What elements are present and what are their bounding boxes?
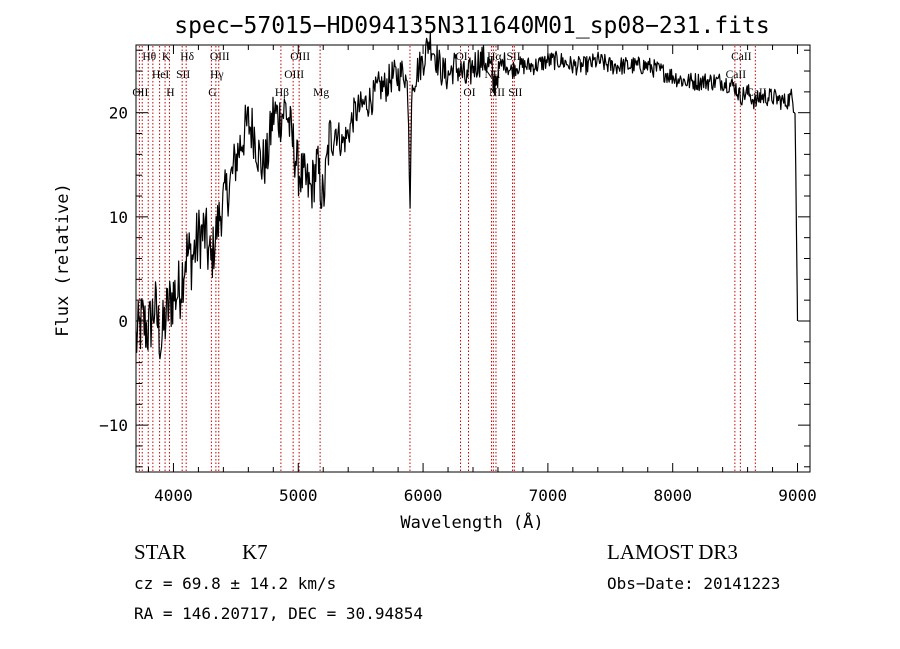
line-marker-label: NII <box>489 87 505 99</box>
y-axis-label: Flux (relative) <box>53 183 73 337</box>
line-marker-label: K <box>162 51 171 63</box>
ra-dec-coordinates: RA = 146.20717, DEC = 30.94854 <box>134 604 423 623</box>
plot-frame <box>135 44 811 473</box>
x-tick-label: 8000 <box>653 486 692 505</box>
y-tick-label: 10 <box>109 208 128 227</box>
spectrum-series-line <box>135 32 799 360</box>
object-class: STAR <box>134 540 186 564</box>
y-tick-label: 20 <box>109 104 128 123</box>
line-marker-label: OIII <box>284 69 304 81</box>
chart-title: spec−57015−HD094135N311640M01_sp08−231.f… <box>174 13 769 39</box>
x-tick-label: 4000 <box>154 486 193 505</box>
line-marker-label: OIII <box>210 51 230 63</box>
x-tick-label: 5000 <box>279 486 318 505</box>
x-tick-label: 7000 <box>529 486 568 505</box>
line-marker-label: G <box>208 87 216 99</box>
y-tick-label: −10 <box>99 416 128 435</box>
line-marker-label: OI <box>463 87 475 99</box>
line-marker-label: CaII <box>731 51 752 63</box>
survey-name: LAMOST DR3 <box>607 540 738 564</box>
line-marker-label: CaII <box>726 69 747 81</box>
line-marker-label: SII <box>176 69 190 81</box>
observation-date: Obs−Date: 20141223 <box>607 574 780 593</box>
x-tick-label: 6000 <box>404 486 443 505</box>
line-marker-label: Hβ <box>275 87 289 99</box>
line-marker-label: OII <box>132 87 148 99</box>
y-tick-label: 0 <box>118 312 128 331</box>
emission-line-markers <box>138 46 756 471</box>
line-marker-label: H <box>166 87 174 99</box>
x-axis-label: Wavelength (Å) <box>400 511 543 533</box>
line-marker-label: Hθ <box>142 51 156 63</box>
line-marker-label: Hγ <box>210 69 223 81</box>
x-axis-ticks: 4000 5000 6000 7000 8000 9000 <box>147 45 817 505</box>
line-marker-label: SII <box>508 87 522 99</box>
line-marker-label: OIII <box>290 51 310 63</box>
line-marker-label: OI <box>455 51 467 63</box>
line-marker-label: SII <box>507 51 521 63</box>
object-subclass: K7 <box>242 540 268 564</box>
line-marker-label: Mg <box>313 87 329 99</box>
x-tick-label: 9000 <box>778 486 817 505</box>
redshift-velocity: cz = 69.8 ± 14.2 km/s <box>134 574 336 593</box>
line-marker-label: HeI <box>152 69 169 81</box>
y-axis-ticks: −10 0 10 20 <box>99 49 810 468</box>
line-marker-label: Hδ <box>180 51 194 63</box>
